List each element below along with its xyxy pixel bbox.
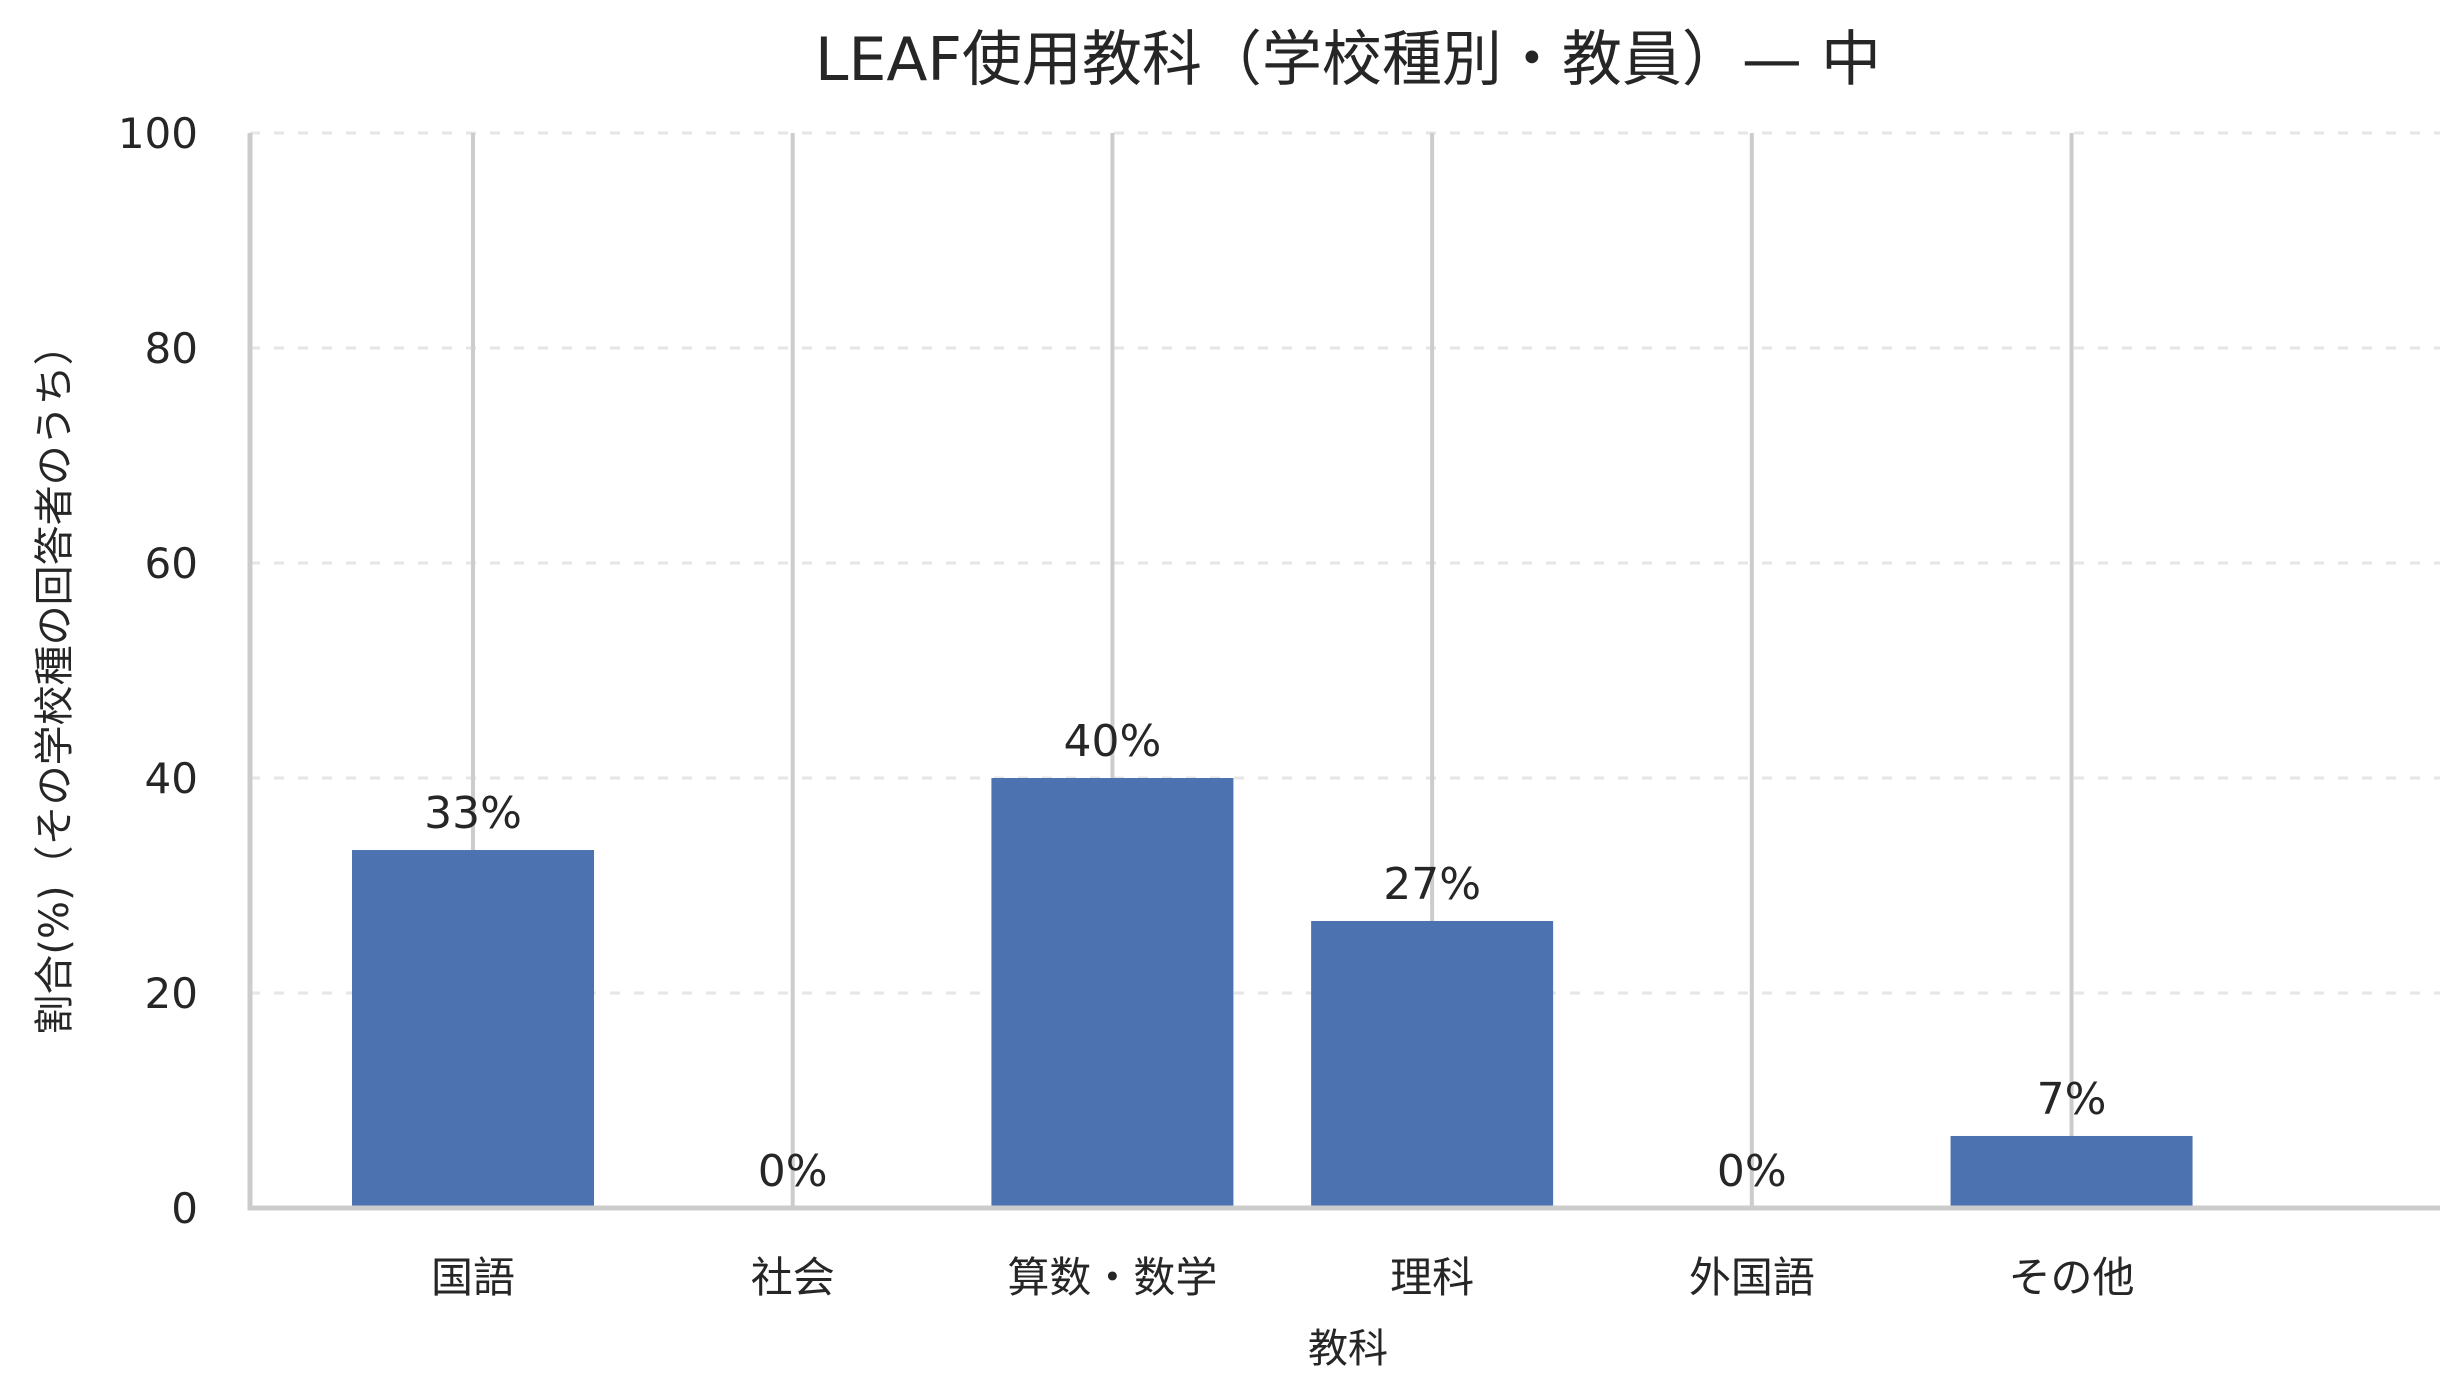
data-label: 0% (758, 1146, 828, 1197)
data-label: 27% (1383, 859, 1481, 910)
x-tick-label: 社会 (751, 1253, 835, 1302)
bar (1950, 1135, 2193, 1208)
y-tick-label: 80 (145, 324, 198, 373)
bar (991, 778, 1234, 1208)
y-tick-label: 20 (145, 969, 198, 1018)
data-label: 33% (424, 788, 522, 839)
label-layer: 0 20 40 60 80 100 33% 国語 0% 社会 40% 算数・数学 27% 理科 0% 外国語 7… (118, 109, 2135, 1302)
x-axis-title: 教科 (1308, 1326, 1388, 1372)
bar (352, 850, 594, 1208)
y-tick-label: 40 (145, 754, 198, 803)
x-tick-label: 国語 (431, 1253, 515, 1302)
chart-title: LEAF使用教科（学校種別・教員）— 中 (815, 25, 1881, 95)
grid-layer (250, 131, 2440, 1208)
y-tick-label: 60 (145, 539, 198, 588)
axis-layer (247, 133, 2440, 1211)
data-label: 0% (1717, 1146, 1787, 1197)
x-tick-label: 外国語 (1689, 1253, 1815, 1302)
y-axis-title: 割合(%)（その学校種の回答者のうち） (32, 325, 78, 1034)
x-tick-label: その他 (2009, 1253, 2135, 1302)
y-tick-label: 0 (171, 1184, 198, 1233)
bar (1311, 920, 1554, 1208)
x-tick-label: 理科 (1390, 1253, 1474, 1302)
y-tick-label: 100 (118, 109, 198, 158)
x-tick-label: 算数・数学 (1007, 1253, 1217, 1302)
data-label: 7% (2037, 1074, 2107, 1125)
bar-layer (352, 778, 2193, 1208)
data-label: 40% (1064, 716, 1162, 767)
